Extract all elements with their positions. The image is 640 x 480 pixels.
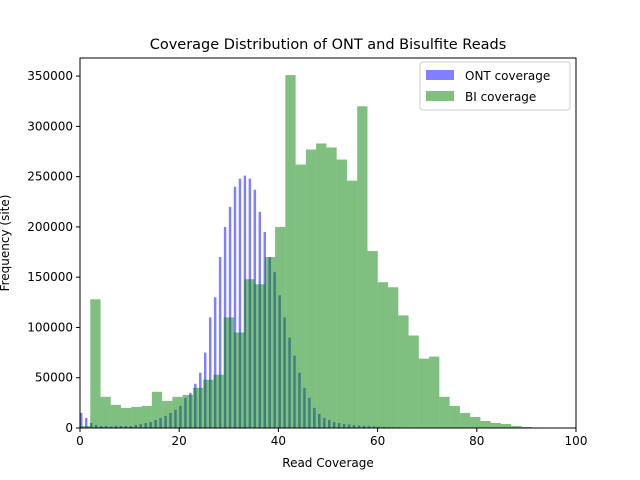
bars-layer bbox=[80, 75, 553, 429]
bi-bar bbox=[223, 317, 235, 428]
bi-bar bbox=[490, 422, 501, 428]
bi-bar bbox=[429, 356, 440, 428]
legend-swatch-bi bbox=[426, 91, 454, 101]
bi-bar bbox=[90, 299, 101, 428]
bi-bar bbox=[316, 143, 327, 428]
x-tick-label: 0 bbox=[76, 434, 84, 448]
legend-box bbox=[419, 61, 571, 111]
bi-bar bbox=[439, 396, 450, 428]
bi-bar bbox=[357, 106, 368, 429]
bi-bar bbox=[388, 287, 399, 428]
bi-bar bbox=[121, 407, 132, 428]
x-axis-label: Read Coverage bbox=[282, 456, 373, 470]
ont-bar bbox=[84, 417, 88, 428]
x-tick-label: 40 bbox=[271, 434, 286, 448]
bi-bar bbox=[172, 396, 183, 428]
ont-bar bbox=[208, 317, 212, 428]
bi-bar bbox=[326, 147, 337, 428]
ont-bar bbox=[238, 178, 242, 428]
y-tick-label: 0 bbox=[65, 421, 73, 435]
x-axis-ticks: 0 20 40 60 80 100 bbox=[76, 428, 587, 448]
bi-bar bbox=[264, 257, 276, 428]
ont-bar bbox=[218, 257, 222, 428]
y-axis-ticks: 0 50000 100000 150000 200000 250000 300000 3500… bbox=[27, 69, 80, 435]
y-tick-label: 200000 bbox=[27, 220, 73, 234]
ont-bar bbox=[213, 297, 217, 428]
plot-frame bbox=[79, 57, 577, 429]
x-tick-label: 80 bbox=[469, 434, 484, 448]
bi-bar bbox=[459, 412, 471, 428]
bi-bar bbox=[141, 405, 152, 428]
x-tick-label: 20 bbox=[172, 434, 187, 448]
bi-bar bbox=[285, 75, 296, 428]
bi-bar bbox=[162, 400, 173, 428]
chart-title: Coverage Distribution of ONT and Bisulfi… bbox=[150, 37, 507, 53]
x-tick-label: 60 bbox=[370, 434, 385, 448]
bi-bar bbox=[511, 425, 522, 428]
ont-bar bbox=[233, 186, 237, 428]
bi-bar bbox=[203, 379, 214, 428]
legend-label-ont: ONT coverage bbox=[465, 69, 550, 83]
bi-bar bbox=[100, 396, 111, 428]
bi-bar bbox=[131, 406, 142, 428]
bi-bar bbox=[254, 284, 265, 428]
y-tick-label: 300000 bbox=[27, 119, 73, 133]
x-tick-label: 100 bbox=[565, 434, 588, 448]
bi-bar bbox=[418, 358, 430, 428]
bi-bar bbox=[480, 420, 491, 428]
legend-swatch-ont bbox=[426, 70, 454, 80]
bi-bar bbox=[336, 159, 347, 428]
legend: ONT coverage BI coverage bbox=[419, 61, 571, 111]
bi-bar bbox=[449, 405, 460, 428]
bi-bar bbox=[182, 394, 193, 428]
y-tick-label: 50000 bbox=[35, 371, 73, 385]
bi-bar bbox=[295, 164, 306, 428]
y-tick-label: 100000 bbox=[27, 320, 73, 334]
legend-label-bi: BI coverage bbox=[465, 90, 536, 104]
bi-bar bbox=[500, 423, 512, 428]
bi-bar bbox=[398, 315, 409, 428]
bi-bar bbox=[244, 279, 255, 428]
bi-bar bbox=[521, 426, 532, 428]
bi-bar bbox=[346, 180, 358, 428]
bi-bar bbox=[192, 387, 204, 428]
bi-bar bbox=[377, 282, 389, 428]
bi-bar bbox=[110, 404, 122, 428]
bi-bar bbox=[408, 335, 419, 428]
bi-bar bbox=[305, 149, 317, 428]
bi-bar bbox=[234, 332, 245, 428]
y-axis-label: Frequency (site) bbox=[0, 195, 12, 292]
bi-bar bbox=[275, 226, 286, 428]
bi-bar bbox=[213, 374, 224, 428]
y-tick-label: 250000 bbox=[27, 170, 73, 184]
bi-bar bbox=[80, 425, 91, 428]
y-tick-label: 150000 bbox=[27, 270, 73, 284]
y-tick-label: 350000 bbox=[27, 69, 73, 83]
bi-bar bbox=[470, 416, 481, 428]
bi-bar bbox=[367, 251, 378, 428]
ont-bar bbox=[80, 412, 83, 428]
bi-bar bbox=[151, 391, 163, 428]
